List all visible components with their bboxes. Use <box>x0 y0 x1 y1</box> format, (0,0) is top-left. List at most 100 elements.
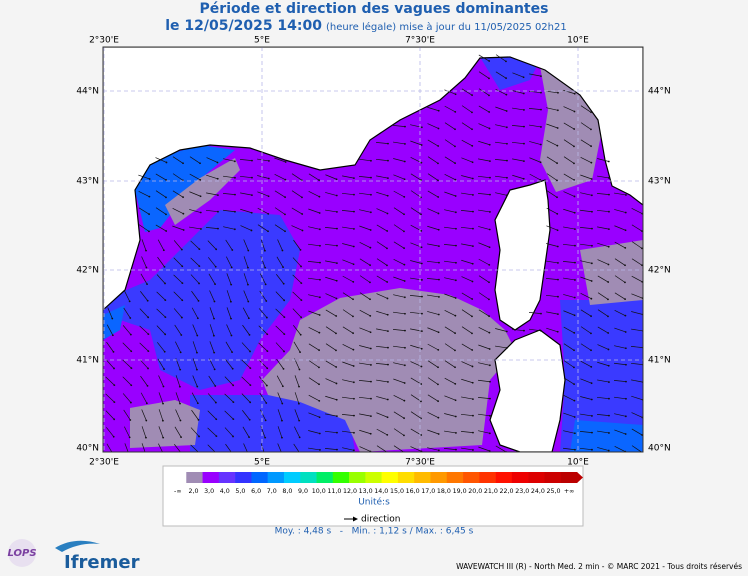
arrow-head <box>267 230 269 233</box>
arrow-head <box>489 397 491 400</box>
arrow-head <box>196 351 198 354</box>
arrow <box>410 411 422 419</box>
arrow <box>393 345 405 349</box>
arrow-head <box>230 317 232 320</box>
arrow-head <box>229 300 232 303</box>
arrow <box>495 445 507 452</box>
arrow-head <box>319 261 321 264</box>
arrow <box>545 294 559 298</box>
arrow <box>155 224 167 232</box>
arrow-head <box>455 432 457 434</box>
arrow-head <box>590 297 593 300</box>
arrow-head <box>216 161 219 164</box>
arrow-head <box>590 111 592 114</box>
arrow-head <box>182 162 184 165</box>
arrow <box>341 192 355 196</box>
arrow-head <box>590 349 592 352</box>
arrow <box>226 290 232 302</box>
lon-label: 10°E <box>567 458 589 468</box>
arrow-head <box>182 212 185 215</box>
arrow-head <box>624 433 627 435</box>
arrow-head <box>403 263 406 266</box>
arrow <box>478 140 490 146</box>
arrow-head <box>607 228 610 231</box>
arrow-head <box>590 262 593 265</box>
arrow-head <box>437 400 439 403</box>
arrow <box>375 345 389 349</box>
arrow <box>597 158 609 162</box>
arrow-head <box>386 433 389 436</box>
arrow <box>563 377 575 385</box>
colorbar-cell <box>202 472 220 483</box>
arrow <box>478 258 490 266</box>
arrow <box>342 447 354 451</box>
colorbar-cell <box>463 472 480 483</box>
arrow <box>393 311 405 315</box>
arrow-head <box>403 178 406 181</box>
arrow-head <box>318 314 321 316</box>
arrow-head <box>437 331 440 334</box>
arrow-head <box>162 402 164 405</box>
arrow-head <box>335 315 338 317</box>
arrow-head <box>590 365 593 368</box>
arrow <box>393 190 405 198</box>
arrow <box>580 413 592 417</box>
arrow <box>359 362 371 366</box>
arrow-head <box>129 333 132 336</box>
arrow <box>376 258 388 266</box>
arrow <box>155 190 167 198</box>
arrow-head <box>281 402 284 405</box>
arrow <box>122 376 132 386</box>
arrow <box>427 327 439 333</box>
arrow <box>274 207 286 215</box>
arrow-head <box>301 213 304 215</box>
arrow-head <box>318 195 321 198</box>
arrow-head <box>181 282 184 284</box>
arrow-head <box>522 92 525 95</box>
arrow-head <box>591 244 593 247</box>
arrow-head <box>471 161 474 164</box>
arrow-head <box>455 244 457 247</box>
arrow-head <box>147 333 150 336</box>
arrow <box>393 141 405 145</box>
arrow <box>597 275 609 283</box>
arrow-head <box>369 298 371 301</box>
arrow <box>173 291 183 301</box>
arrow-head <box>352 177 355 180</box>
arrow <box>242 426 250 438</box>
arrow-head <box>212 334 215 337</box>
arrow-head <box>488 263 491 266</box>
update: (heure légale) mise à jour du 11/05/2025… <box>326 21 567 33</box>
arrow <box>580 174 592 180</box>
arrow-head <box>386 313 389 316</box>
arrow <box>224 376 234 386</box>
arrow-head <box>505 194 508 197</box>
arrow <box>359 429 371 435</box>
arrow <box>359 345 371 349</box>
arrow-head <box>232 384 235 387</box>
arrow-head <box>573 92 576 95</box>
arrow <box>191 409 199 421</box>
arrow <box>461 343 473 351</box>
arrow <box>444 139 456 147</box>
arrow <box>293 341 301 353</box>
arrow-head <box>454 382 457 385</box>
arrow <box>106 443 113 452</box>
arrow <box>293 239 301 251</box>
arrow <box>494 159 508 161</box>
map-frame <box>102 46 644 453</box>
arrow <box>240 192 252 196</box>
colorbar-cell <box>349 472 366 483</box>
arrow-head <box>556 109 559 112</box>
arrow <box>241 393 251 403</box>
arrow-head <box>386 264 388 267</box>
arrow-head <box>336 244 338 247</box>
arrow-head <box>387 142 389 145</box>
arrow-head <box>556 127 559 129</box>
arrow <box>342 379 354 383</box>
arrow-head <box>387 363 389 366</box>
arrow-head <box>386 416 389 419</box>
arrow <box>225 341 233 353</box>
arrow <box>260 443 265 452</box>
arrow <box>427 429 439 435</box>
